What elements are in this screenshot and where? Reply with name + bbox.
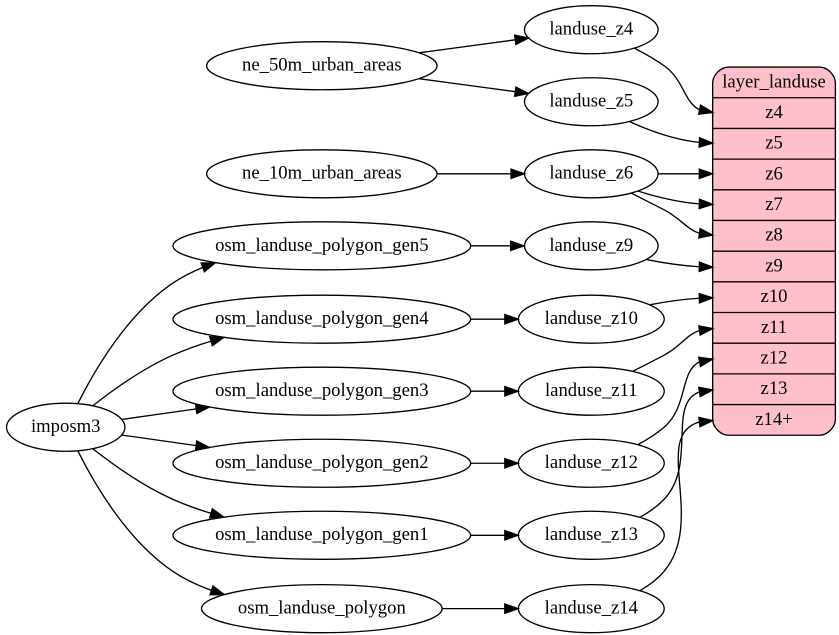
svg-text:landuse_z10: landuse_z10 [545,308,638,329]
svg-text:landuse_z5: landuse_z5 [549,91,633,112]
svg-text:landuse_z13: landuse_z13 [545,524,638,545]
svg-text:ne_50m_urban_areas: ne_50m_urban_areas [242,55,402,76]
svg-text:z11: z11 [761,317,787,338]
svg-text:landuse_z12: landuse_z12 [545,452,638,473]
svg-text:z7: z7 [765,194,783,215]
svg-text:osm_landuse_polygon_gen1: osm_landuse_polygon_gen1 [215,524,428,545]
svg-text:ne_10m_urban_areas: ne_10m_urban_areas [242,163,402,184]
svg-text:layer_landuse: layer_landuse [722,71,826,92]
svg-text:z6: z6 [765,163,783,184]
svg-text:imposm3: imposm3 [31,416,100,437]
svg-text:osm_landuse_polygon: osm_landuse_polygon [238,598,407,619]
svg-text:z9: z9 [765,255,783,276]
svg-text:osm_landuse_polygon_gen2: osm_landuse_polygon_gen2 [215,452,428,473]
svg-text:z8: z8 [765,225,783,246]
svg-text:z5: z5 [765,133,783,154]
svg-text:z12: z12 [761,347,788,368]
svg-text:landuse_z14: landuse_z14 [545,598,639,619]
svg-text:landuse_z9: landuse_z9 [549,235,633,256]
svg-text:z13: z13 [761,378,788,399]
svg-text:z4: z4 [765,102,783,123]
svg-text:z14+: z14+ [755,409,792,430]
svg-text:osm_landuse_polygon_gen4: osm_landuse_polygon_gen4 [215,308,429,329]
svg-text:osm_landuse_polygon_gen3: osm_landuse_polygon_gen3 [215,380,428,401]
svg-text:osm_landuse_polygon_gen5: osm_landuse_polygon_gen5 [215,235,428,256]
svg-text:landuse_z6: landuse_z6 [549,163,633,184]
svg-text:landuse_z11: landuse_z11 [545,380,638,401]
svg-text:landuse_z4: landuse_z4 [549,19,634,40]
svg-text:z10: z10 [761,286,788,307]
